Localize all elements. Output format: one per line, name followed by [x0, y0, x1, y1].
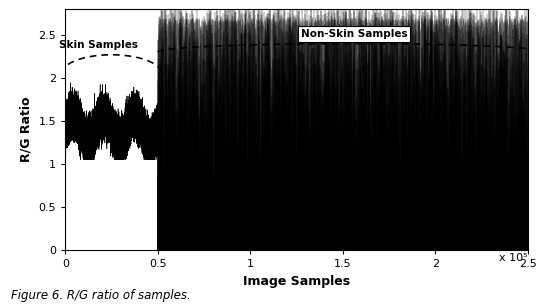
Text: Skin Samples: Skin Samples — [59, 41, 138, 50]
Text: Non-Skin Samples: Non-Skin Samples — [300, 29, 407, 39]
X-axis label: Image Samples: Image Samples — [243, 275, 350, 288]
Y-axis label: R/G Ratio: R/G Ratio — [20, 97, 33, 162]
Text: x 10⁵: x 10⁵ — [499, 253, 528, 263]
Text: Figure 6. R/G ratio of samples.: Figure 6. R/G ratio of samples. — [11, 289, 190, 302]
